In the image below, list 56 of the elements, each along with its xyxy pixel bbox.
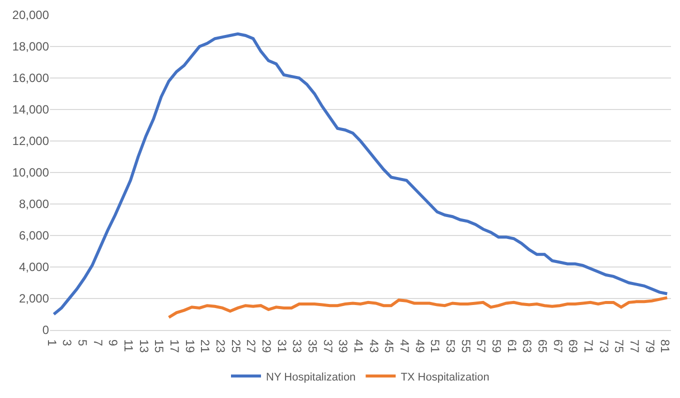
x-tick-label: 61 [504, 339, 519, 354]
x-tick-label: 35 [306, 339, 320, 354]
x-tick-label: 1 [44, 339, 59, 346]
x-tick-label: 57 [474, 339, 488, 354]
x-tick-label: 71 [582, 339, 596, 354]
x-tick-label: 11 [122, 339, 136, 352]
x-tick-label: 27 [244, 339, 258, 354]
y-tick-label: 6,000 [18, 228, 50, 243]
x-tick-label: 51 [428, 339, 442, 354]
x-tick-label: 79 [642, 339, 657, 354]
y-tick-label: 12,000 [12, 134, 50, 148]
x-tick-label: 25 [228, 339, 243, 354]
y-tick-label: 0 [42, 323, 50, 338]
x-tick-label: 67 [550, 339, 565, 354]
x-tick-label: 3 [60, 339, 74, 346]
y-tick-label: 2,000 [18, 292, 50, 306]
x-tick-label: 15 [152, 339, 166, 354]
x-tick-label: 81 [658, 339, 672, 354]
x-tick-label: 13 [136, 339, 151, 354]
x-tick-label: 69 [566, 339, 580, 354]
x-tick-label: 49 [412, 339, 427, 354]
y-tick-label: 8,000 [18, 197, 50, 212]
x-tick-label: 55 [458, 339, 473, 354]
x-tick-label: 47 [398, 339, 412, 354]
x-tick-label: 21 [198, 339, 212, 354]
y-tick-label: 16,000 [12, 71, 50, 86]
x-tick-label: 41 [352, 339, 366, 354]
x-tick-label: 59 [490, 339, 504, 354]
y-tick-label: 4,000 [18, 260, 50, 274]
legend-label: TX Hospitalization [400, 371, 490, 384]
y-tick-label: 10,000 [12, 166, 50, 180]
legend-label: NY Hospitalization [266, 371, 356, 384]
x-tick-label: 75 [612, 339, 626, 354]
y-tick-label: 14,000 [12, 102, 50, 117]
x-tick-label: 5 [76, 339, 90, 346]
x-tick-label: 9 [106, 339, 120, 346]
x-tick-label: 39 [336, 339, 350, 354]
x-tick-label: 31 [274, 339, 289, 354]
x-tick-label: 45 [382, 339, 396, 354]
x-tick-label: 73 [596, 339, 611, 354]
x-tick-label: 29 [260, 339, 274, 354]
y-tick-label: 20,000 [12, 8, 50, 22]
x-tick-label: 37 [320, 339, 335, 354]
x-tick-label: 65 [536, 339, 550, 354]
x-tick-label: 19 [182, 339, 197, 354]
x-tick-label: 17 [168, 339, 182, 354]
x-tick-label: 53 [444, 339, 458, 354]
x-tick-label: 7 [90, 339, 105, 346]
x-tick-label: 43 [366, 339, 381, 354]
x-tick-label: 63 [520, 339, 534, 354]
x-tick-label: 77 [628, 339, 642, 354]
y-tick-label: 18,000 [12, 40, 50, 54]
x-tick-label: 33 [290, 339, 304, 354]
x-tick-label: 23 [214, 339, 228, 354]
line-series [167, 296, 669, 319]
line-series [52, 32, 669, 316]
